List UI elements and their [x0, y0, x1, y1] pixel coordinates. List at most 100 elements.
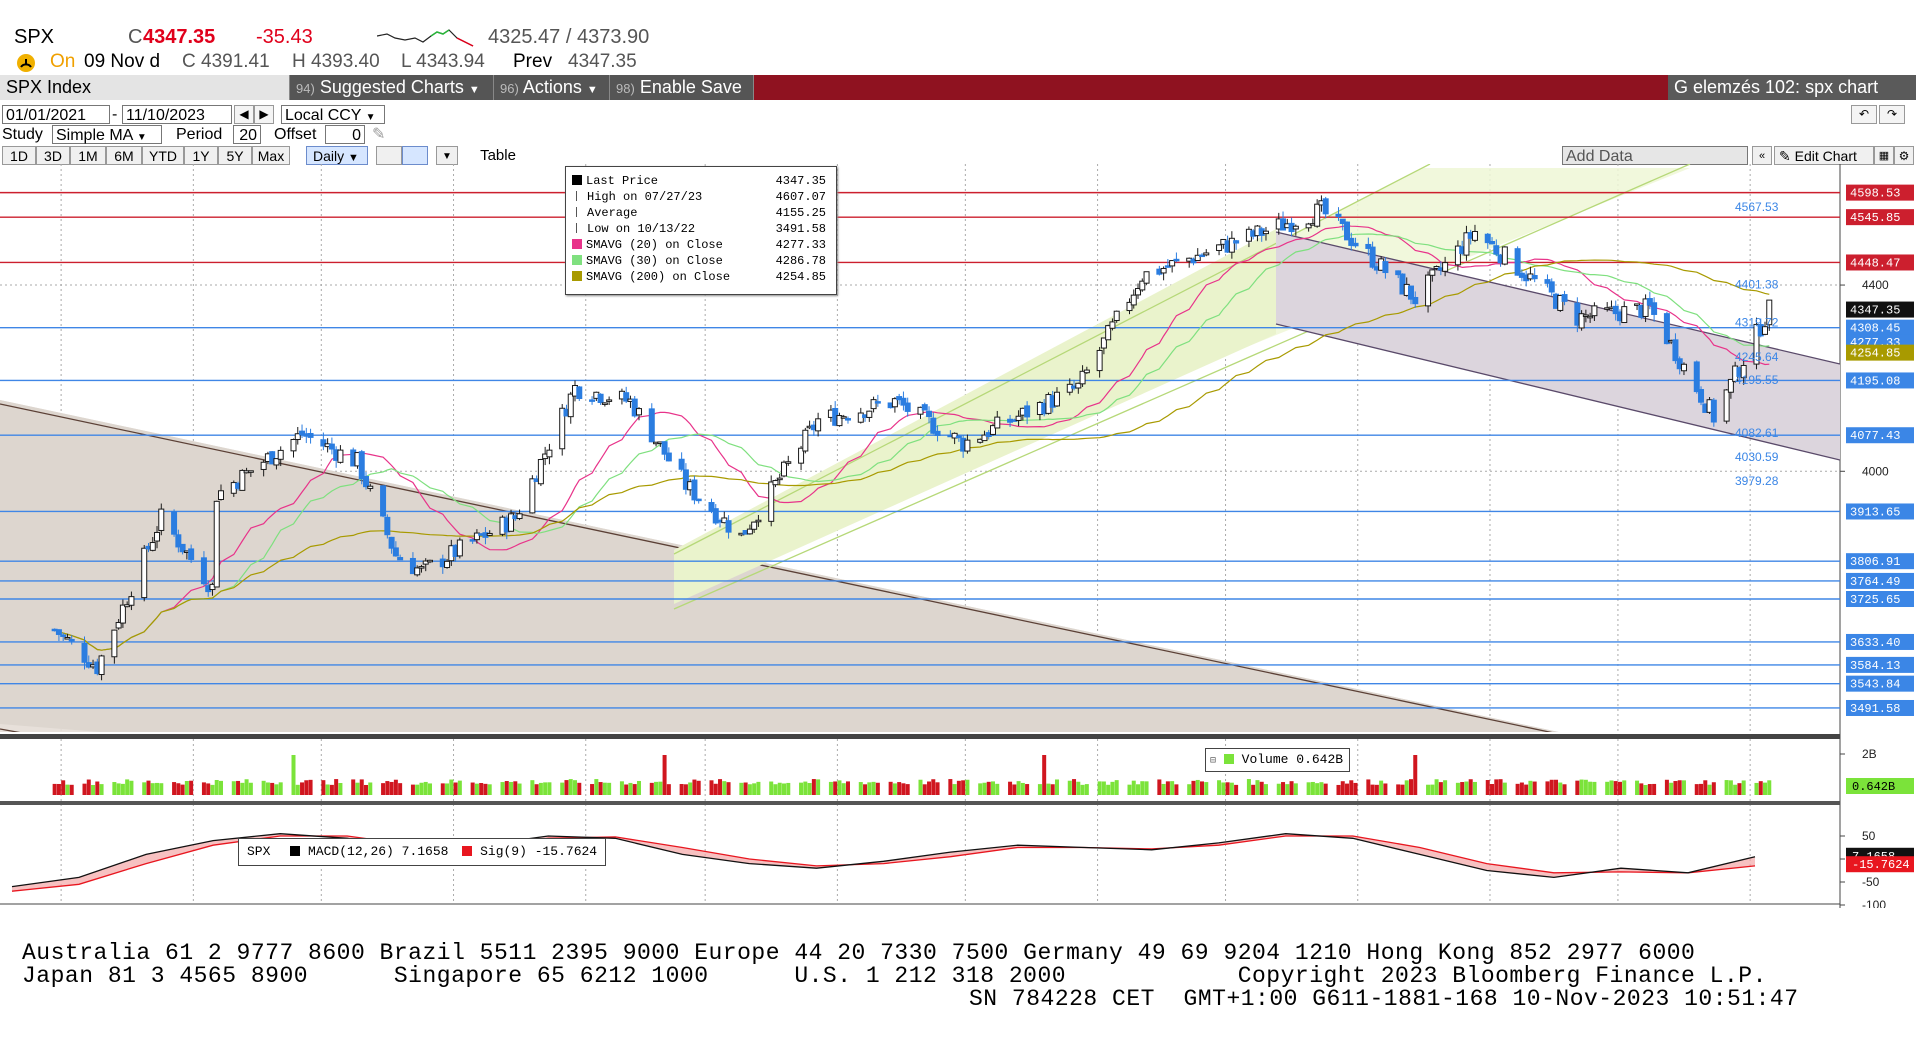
volume-bar	[159, 783, 164, 795]
redo-icon[interactable]: ↷	[1879, 105, 1905, 124]
collapse-icon[interactable]: «	[1752, 146, 1772, 165]
volume-last-label: 0.642B	[1852, 780, 1895, 794]
volume-bar	[662, 755, 667, 795]
macd-line	[11, 833, 1756, 888]
candle-body	[840, 416, 847, 419]
volume-bar	[265, 782, 270, 795]
pane-separator[interactable]	[0, 734, 1840, 739]
edit-icon: ✎	[1779, 148, 1791, 164]
volume-bar	[666, 784, 671, 795]
period-button-3d[interactable]: 3D	[36, 146, 70, 165]
study-select[interactable]: Simple MA ▼	[52, 125, 162, 144]
macd-legend[interactable]: SPX MACD(12,26) 7.1658 Sig(9) -15.7624	[238, 838, 607, 866]
candle-body	[1612, 305, 1619, 315]
pane-separator[interactable]	[0, 801, 1840, 805]
volume-last-box	[1846, 778, 1914, 794]
next-period-button[interactable]: ▶	[254, 105, 274, 124]
candle-chart-icon[interactable]	[402, 146, 428, 165]
candle-body	[388, 536, 395, 549]
edit-chart-label: Edit Chart	[1794, 148, 1857, 164]
volume-bar	[112, 782, 117, 795]
period-button-1d[interactable]: 1D	[2, 146, 36, 165]
volume-bar	[325, 784, 330, 795]
candle-body	[678, 458, 685, 470]
candle-body	[179, 543, 186, 553]
suggested-charts-button[interactable]: 94) Suggested Charts ▼	[290, 75, 494, 100]
period-button-max[interactable]: Max	[252, 146, 290, 165]
offset-input[interactable]: 0	[325, 125, 365, 144]
candle-body	[1075, 382, 1082, 389]
volume-bar	[982, 782, 987, 795]
line-chart-icon[interactable]	[376, 146, 402, 165]
footer-line-1: Australia 61 2 9777 8600 Brazil 5511 239…	[22, 940, 1696, 966]
period-button-6m[interactable]: 6M	[106, 146, 142, 165]
volume-bar	[1404, 780, 1409, 795]
volume-bar	[607, 782, 612, 795]
undo-icon[interactable]: ↶	[1851, 105, 1877, 124]
frequency-select[interactable]: Daily ▼	[306, 146, 368, 165]
volume-bar	[1016, 781, 1021, 795]
candle-body	[1160, 267, 1167, 274]
candle-body	[981, 434, 988, 442]
start-date-field[interactable]: 01/01/2021	[2, 105, 110, 124]
volume-bar	[901, 783, 906, 795]
candle-body	[1762, 326, 1769, 335]
volume-bar	[978, 783, 983, 795]
volume-bar	[1588, 781, 1593, 795]
volume-bar	[176, 783, 181, 795]
volume-bar	[1349, 780, 1354, 795]
legend-row: Last Price 4347.35	[572, 173, 830, 189]
volume-bar	[1554, 779, 1559, 795]
legend-box[interactable]: Last Price 4347.35 High on 07/27/23 4607.07…	[565, 166, 837, 295]
candle-body	[422, 560, 429, 565]
period-button-ytd[interactable]: YTD	[142, 146, 184, 165]
candle-body	[337, 449, 344, 463]
macd-pane: 500-50-1007.1658-15.7624	[11, 829, 1914, 908]
volume-bar	[991, 781, 996, 795]
candle-body	[1344, 221, 1351, 241]
volume-bar	[1067, 780, 1072, 795]
price-chart[interactable]: 4567.53 4401.38 4319.72 4245.64 4195.55 4082.…	[0, 164, 1916, 908]
legend-marker-icon	[576, 207, 577, 217]
add-data-field[interactable]: Add Data	[1562, 146, 1748, 165]
candle-body	[469, 539, 476, 542]
end-date-field[interactable]: 11/10/2023	[122, 105, 232, 124]
security-field[interactable]: SPX Index	[0, 75, 290, 100]
period-button-1y[interactable]: 1Y	[184, 146, 218, 165]
volume-bar	[986, 781, 991, 795]
volume-bar	[786, 782, 791, 795]
candle-body	[444, 560, 451, 569]
candle-body	[1305, 223, 1312, 229]
volume-pane: 2B 0.642B	[52, 747, 1914, 795]
volume-bar	[1711, 782, 1716, 795]
actions-button[interactable]: 96) Actions ▼	[494, 75, 610, 100]
enable-save-button[interactable]: 98) Enable Save	[610, 75, 754, 100]
candle-body	[397, 557, 404, 561]
edit-chart-button[interactable]: ✎ Edit Chart	[1774, 146, 1874, 165]
price-label: 3764.49	[1850, 575, 1900, 589]
candle-body	[1642, 298, 1649, 317]
volume-legend[interactable]: ⊟ Volume 0.642B	[1205, 748, 1351, 772]
period-button-1m[interactable]: 1M	[70, 146, 106, 165]
candle-body	[60, 634, 67, 637]
candle-body	[1548, 281, 1555, 293]
period-input[interactable]: 20	[233, 125, 261, 144]
candle-body	[546, 449, 553, 458]
period-button-5y[interactable]: 5Y	[218, 146, 252, 165]
candle-body	[260, 461, 267, 470]
volume-bar	[1259, 781, 1264, 795]
candle-body	[1198, 254, 1205, 258]
prev-period-button[interactable]: ◀	[234, 105, 254, 124]
pencil-icon[interactable]: ✎	[372, 126, 386, 143]
table-button[interactable]: Table	[468, 146, 528, 165]
volume-bar	[329, 784, 334, 795]
gear-icon[interactable]: ⚙	[1894, 146, 1914, 165]
currency-select[interactable]: Local CCY ▼	[281, 105, 385, 124]
volume-bar	[500, 782, 505, 795]
volume-bar	[1234, 784, 1239, 795]
chart-settings-icon[interactable]: ▦	[1874, 146, 1894, 165]
volume-bar	[410, 784, 415, 795]
volume-bar	[1694, 784, 1699, 795]
chart-type-dropdown[interactable]: ▼	[436, 146, 458, 165]
level-annotation: 4319.72	[1735, 315, 1779, 329]
